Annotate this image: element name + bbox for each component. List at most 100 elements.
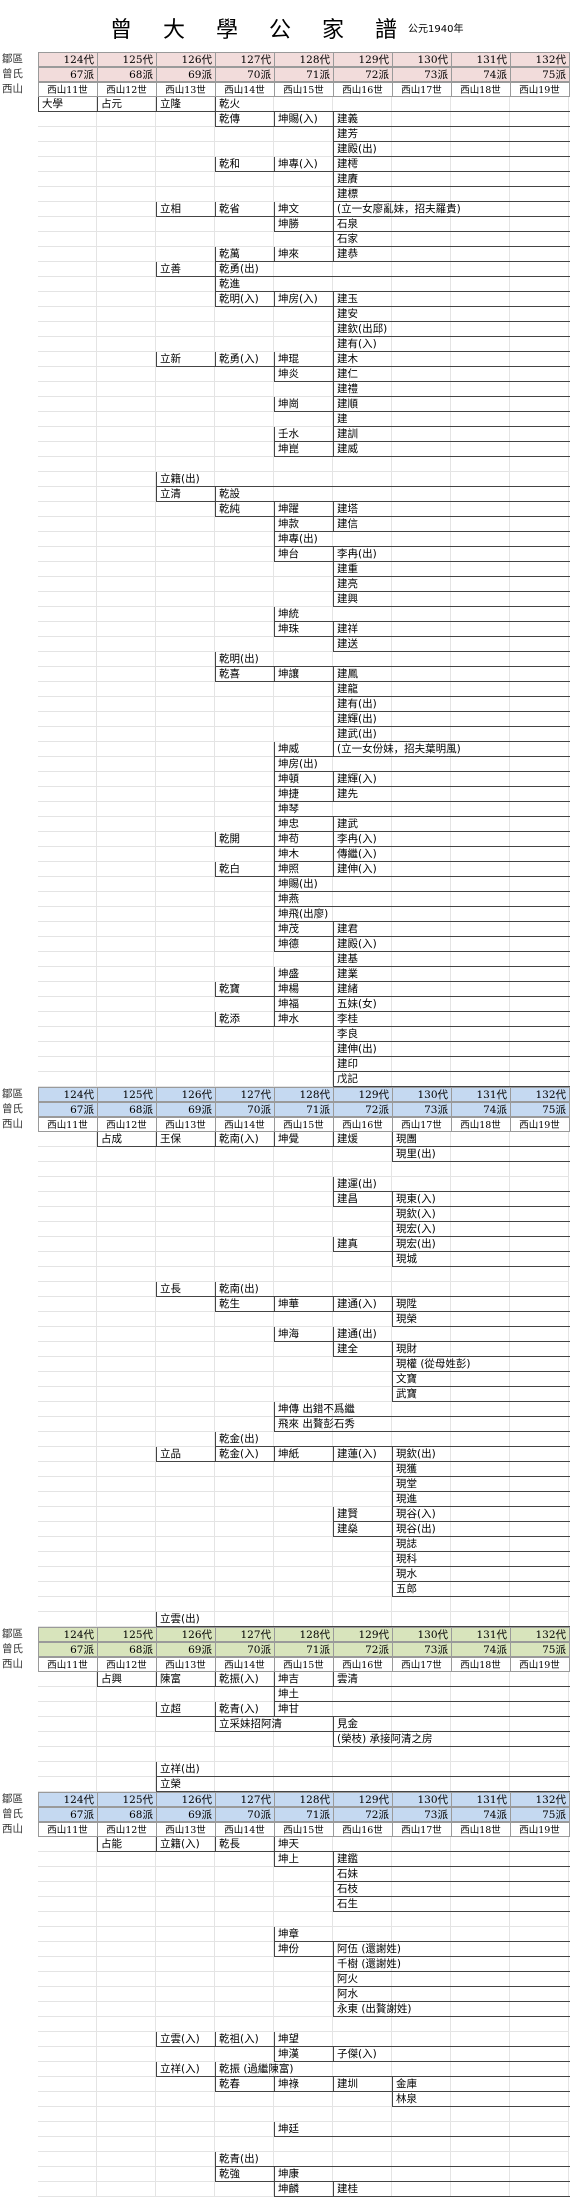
name-cell: 建賡 (333, 172, 570, 187)
grid-cell (97, 1177, 156, 1192)
name-cell: 坤土 (274, 1687, 570, 1702)
grid-cell (333, 1747, 392, 1762)
grid-cell (97, 1972, 156, 1987)
grid-cell (274, 1522, 333, 1537)
grid-cell (333, 2137, 392, 2152)
grid-cell (274, 1867, 333, 1882)
grid-cell (215, 1327, 274, 1342)
grid-cell (215, 412, 274, 427)
grid-cell (97, 1057, 156, 1072)
header-cell: 西山17世 (392, 1822, 452, 1837)
grid-cell (156, 172, 215, 187)
grid-cell (215, 1732, 274, 1747)
grid-cell (156, 652, 215, 667)
grid-cell (274, 577, 333, 592)
name-cell: 現宏(入) (392, 1222, 570, 1237)
grid-cell (215, 562, 274, 577)
grid-cell (333, 1567, 392, 1582)
grid-cell (97, 652, 156, 667)
grid-cell (38, 892, 97, 907)
grid-cell (38, 1567, 97, 1582)
header-cell: 72派 (333, 1807, 393, 1822)
header-cell: 129代 (333, 52, 393, 67)
name-cell: 建芳 (333, 127, 570, 142)
header-cell: 西山19世 (510, 82, 570, 97)
grid-cell (156, 1507, 215, 1522)
grid-cell (97, 172, 156, 187)
grid-cell (38, 322, 97, 337)
name-cell: 坤廷 (274, 2122, 570, 2137)
grid-cell (38, 1912, 97, 1927)
grid-cell (156, 517, 215, 532)
name-cell: 乾火 (215, 97, 570, 112)
grid-cell (274, 1072, 333, 1087)
name-cell: 建印 (333, 1057, 570, 1072)
name-cell: 建玉 (333, 292, 570, 307)
grid-cell (274, 1237, 333, 1252)
grid-cell (97, 832, 156, 847)
grid-cell (215, 1537, 274, 1552)
grid-cell (274, 1342, 333, 1357)
grid-cell (97, 1072, 156, 1087)
grid-cell (274, 232, 333, 247)
header-cell: 127代 (215, 1792, 275, 1807)
grid-cell (97, 157, 156, 172)
grid-cell (38, 502, 97, 517)
grid-cell (38, 2002, 97, 2017)
name-cell: 現團 (392, 1132, 570, 1147)
grid-cell (274, 1567, 333, 1582)
name-cell: 千樹 (還謝姓) (333, 1957, 570, 1972)
grid-cell (156, 2122, 215, 2137)
grid-cell (97, 1897, 156, 1912)
grid-cell (97, 1612, 156, 1627)
grid-cell (38, 1672, 97, 1687)
grid-cell (38, 982, 97, 997)
grid-cell (97, 1987, 156, 2002)
name-cell: 建輝(出) (333, 712, 570, 727)
grid-cell (215, 1867, 274, 1882)
grid-cell (38, 217, 97, 232)
grid-cell (510, 2017, 569, 2032)
grid-cell (392, 1597, 451, 1612)
grid-cell (333, 1162, 392, 1177)
name-cell: 立榮 (156, 1777, 570, 1792)
grid-cell (215, 1207, 274, 1222)
grid-cell (38, 802, 97, 817)
grid-cell (215, 1852, 274, 1867)
grid-cell (156, 427, 215, 442)
grid-cell (156, 112, 215, 127)
grid-cell (215, 712, 274, 727)
header-cell: 124代 (38, 1792, 98, 1807)
grid-cell (38, 682, 97, 697)
header-cell: 71派 (274, 1642, 334, 1657)
grid-cell (38, 412, 97, 427)
grid-cell (97, 1402, 156, 1417)
grid-cell (38, 1582, 97, 1597)
grid-cell (97, 2032, 156, 2047)
grid-cell (156, 997, 215, 1012)
header-cell: 西山 (2, 1823, 23, 1835)
grid-cell (215, 892, 274, 907)
header-cell: 124代 (38, 1087, 98, 1102)
grid-cell (274, 1972, 333, 1987)
grid-cell (97, 1012, 156, 1027)
header-cell: 西山12世 (97, 1117, 157, 1132)
grid-cell (97, 682, 156, 697)
grid-cell (97, 757, 156, 772)
grid-cell (156, 982, 215, 997)
header-cell: 131代 (451, 1792, 511, 1807)
grid-cell (156, 847, 215, 862)
grid-cell (215, 142, 274, 157)
header-cell: 西山17世 (392, 82, 452, 97)
grid-cell (215, 1522, 274, 1537)
header-cell: 西山 (2, 1658, 23, 1670)
grid-cell (38, 562, 97, 577)
grid-cell (38, 1402, 97, 1417)
grid-cell (215, 1042, 274, 1057)
grid-cell (38, 262, 97, 277)
grid-cell (215, 1882, 274, 1897)
grid-cell (38, 577, 97, 592)
grid-cell (274, 457, 333, 472)
header-cell: 曾氏 (2, 1808, 23, 1820)
grid-cell (38, 1162, 97, 1177)
